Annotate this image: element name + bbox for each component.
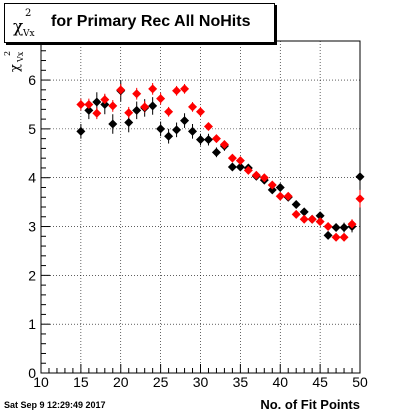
red-data-point — [275, 191, 285, 201]
red-data-point — [291, 209, 301, 219]
black-data-point — [355, 172, 365, 182]
red-data-point — [323, 222, 333, 232]
black-data-point — [235, 162, 245, 172]
x-tick-label: 45 — [312, 374, 328, 390]
red-data-point — [315, 217, 325, 227]
red-data-point — [219, 140, 229, 150]
red-data-point — [196, 107, 205, 117]
y-axis-label-superscript: 2 — [3, 51, 12, 56]
y-axis-label-subscript: Vx — [16, 51, 25, 63]
red-data-point — [267, 180, 277, 190]
red-data-point — [108, 101, 118, 111]
red-data-point — [92, 108, 102, 118]
x-tick-label: 25 — [153, 374, 169, 390]
red-data-point — [164, 107, 174, 117]
red-data-point — [203, 121, 213, 131]
black-data-point — [291, 200, 301, 210]
black-data-point — [148, 101, 158, 111]
red-data-point — [235, 156, 245, 166]
title-chi-superscript: 2 — [25, 8, 32, 19]
black-data-point — [211, 147, 221, 157]
title-chi-symbol: χ 2 Vx — [13, 8, 49, 39]
black-data-point — [172, 125, 182, 135]
title-chi-subscript: Vx — [23, 29, 35, 39]
black-data-point — [331, 223, 341, 233]
red-data-point — [243, 165, 253, 175]
red-data-point — [156, 94, 166, 104]
black-data-point — [180, 116, 190, 126]
y-axis-label: χ 2 Vx — [3, 51, 25, 72]
black-data-point — [196, 135, 205, 145]
red-data-point — [307, 214, 317, 224]
black-data-point — [132, 105, 142, 115]
red-data-point — [140, 102, 150, 112]
title-box: χ 2 Vx for Primary Rec All NoHits — [4, 3, 275, 43]
red-data-point — [251, 170, 261, 180]
red-data-point — [116, 85, 126, 95]
red-data-point — [211, 134, 221, 144]
y-tick-label: 2 — [28, 267, 36, 283]
red-data-point — [283, 191, 293, 201]
x-tick-label: 30 — [193, 374, 209, 390]
x-tick-label: 40 — [272, 374, 288, 390]
black-data-point — [275, 182, 285, 192]
red-data-point — [355, 194, 365, 204]
red-data-point — [100, 95, 110, 105]
black-data-point — [315, 211, 325, 221]
red-data-point — [84, 99, 94, 109]
y-tick-label: 4 — [28, 170, 36, 186]
x-tick-label: 15 — [73, 374, 89, 390]
red-data-point — [172, 86, 182, 96]
black-data-point — [84, 105, 94, 115]
y-tick-label: 5 — [28, 121, 36, 137]
chart-title: for Primary Rec All NoHits — [51, 13, 251, 30]
grid-layer — [41, 41, 360, 373]
black-data-point — [164, 131, 174, 141]
red-data-point — [259, 173, 269, 183]
y-tick-label: 3 — [28, 219, 36, 235]
y-axis-label-chi: χ — [8, 64, 23, 72]
timestamp: Sat Sep 9 12:29:49 2017 — [4, 400, 106, 410]
marker-layer — [76, 84, 365, 242]
title-chi: χ — [13, 17, 24, 37]
red-data-point — [347, 219, 357, 229]
black-data-point — [339, 223, 349, 233]
red-data-point — [124, 108, 134, 118]
y-tick-label: 0 — [28, 365, 36, 381]
red-data-point — [132, 89, 142, 99]
black-data-point — [76, 126, 86, 136]
black-data-point — [156, 124, 166, 134]
black-data-point — [267, 185, 277, 195]
y-tick-label: 6 — [28, 72, 36, 88]
x-tick-label: 10 — [33, 374, 49, 390]
x-tick-label: 50 — [352, 374, 368, 390]
black-data-point — [188, 126, 198, 136]
black-data-point — [323, 230, 333, 240]
x-tick-label: 20 — [113, 374, 129, 390]
red-data-point — [299, 214, 309, 224]
red-data-point — [339, 232, 349, 242]
black-data-point — [299, 207, 309, 217]
black-data-point — [108, 119, 118, 129]
red-data-point — [148, 84, 158, 94]
red-data-point — [180, 84, 190, 94]
red-data-point — [76, 99, 86, 109]
black-data-point — [100, 99, 110, 109]
black-data-point — [124, 118, 134, 128]
black-data-point — [227, 162, 237, 172]
y-tick-label: 1 — [28, 316, 36, 332]
black-data-point — [92, 97, 102, 107]
x-axis-label: No. of Fit Points — [260, 397, 360, 412]
red-data-point — [188, 102, 198, 112]
x-tick-label: 35 — [233, 374, 249, 390]
red-data-point — [331, 232, 341, 242]
red-data-point — [227, 153, 237, 163]
black-data-point — [203, 135, 213, 145]
